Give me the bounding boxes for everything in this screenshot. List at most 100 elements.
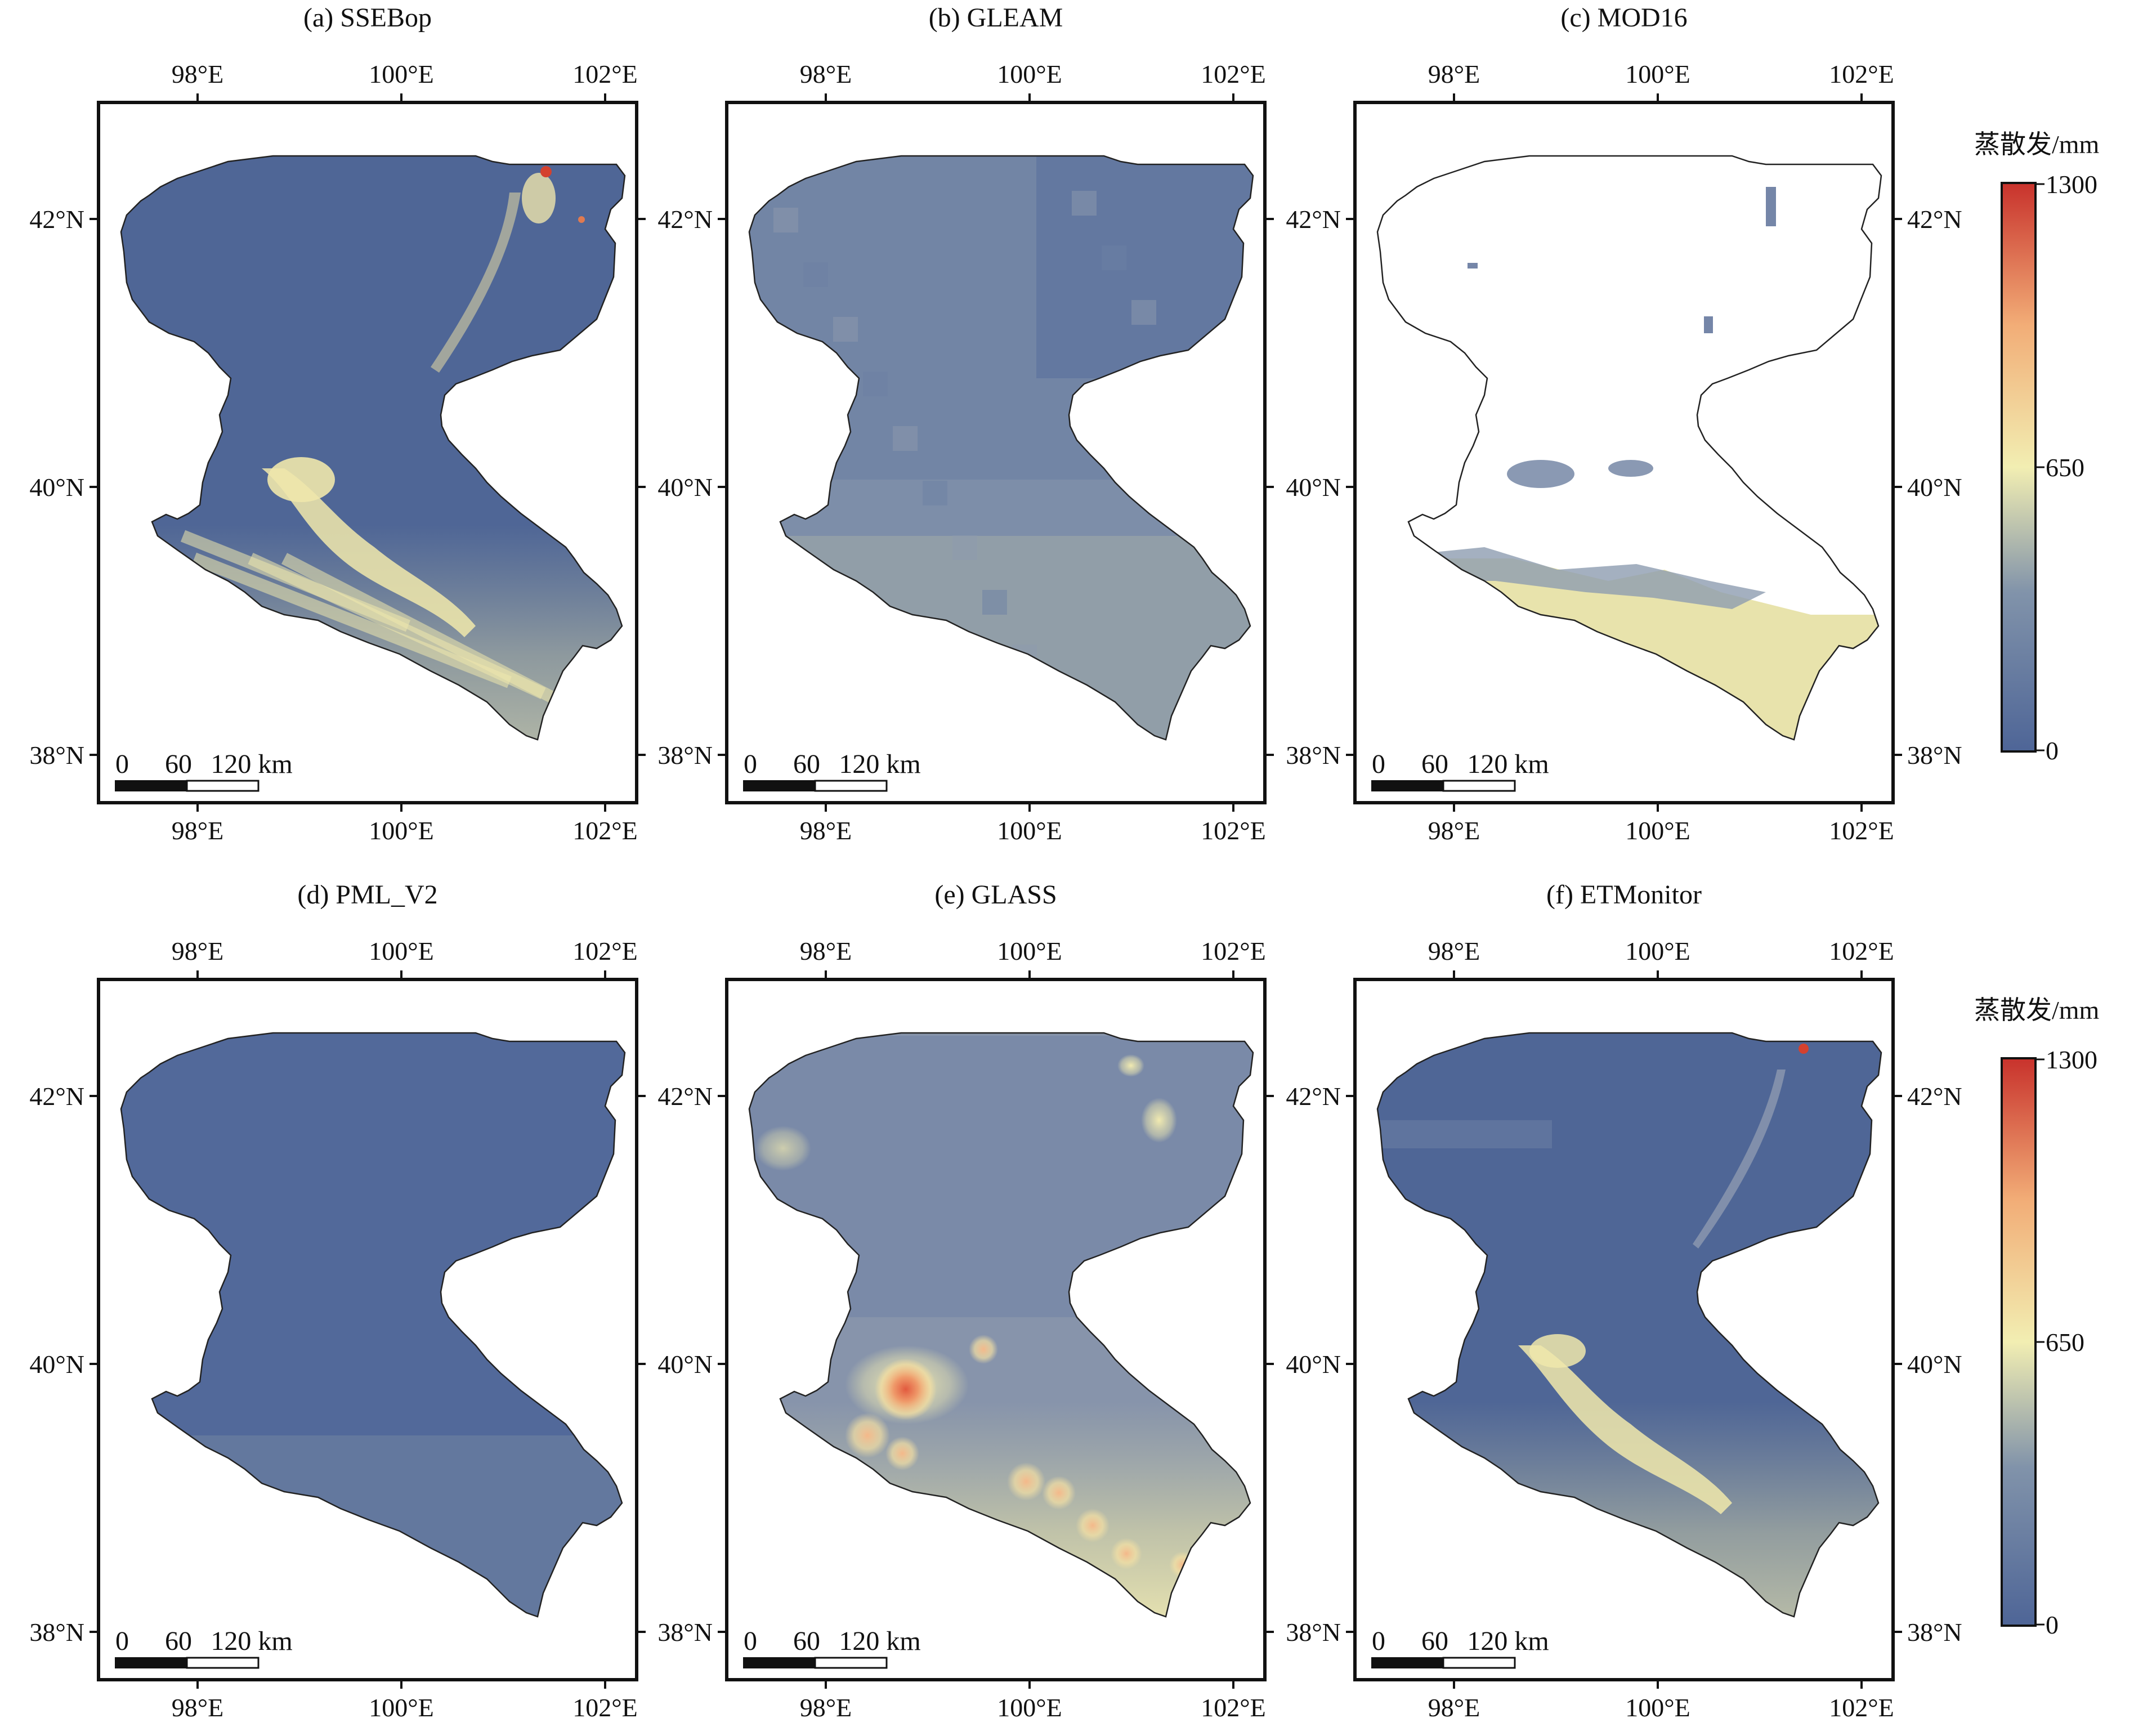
lat-tick-label: 42°N	[1286, 1082, 1341, 1111]
lon-tick-label: 100°E	[369, 816, 434, 845]
colorbar-min-label: 0	[2046, 736, 2059, 765]
scalebar: 0 60 120 km	[743, 749, 921, 792]
map-panel-e: (e) GLASS 98°E 98°E 100°E 100°E 102°E 102°E 42°…	[657, 880, 1274, 1722]
panel-title: (a) SSEBop	[303, 3, 432, 33]
lon-tick-label: 100°E	[1625, 60, 1690, 88]
lat-tick-label: 38°N	[1907, 741, 1962, 769]
colorbar-gradient	[2001, 182, 2037, 753]
lon-tick-label: 100°E	[997, 816, 1062, 845]
scalebar-label: 60	[793, 1626, 820, 1656]
lon-tick-label: 102°E	[1201, 1693, 1266, 1722]
lat-tick-label: 40°N	[657, 1350, 713, 1379]
scalebar: 0 60 120 km	[115, 1626, 293, 1669]
scalebar: 0 60 120 km	[1371, 1626, 1549, 1669]
lat-tick-label: 38°N	[1286, 1618, 1341, 1646]
scalebar-label: 0	[115, 1626, 129, 1656]
lon-tick-label: 98°E	[800, 60, 852, 88]
lon-tick-label: 102°E	[1829, 816, 1894, 845]
map-panel-c: (c) MOD16 98°E 98°E 100°E 100°E 102°E 102°E 42°…	[1286, 3, 1962, 845]
colorbar-mid-label: 650	[2046, 453, 2084, 482]
scalebar-label: 120 km	[1467, 749, 1549, 779]
lat-tick-label: 42°N	[1286, 205, 1341, 234]
colorbar-title: 蒸散发/mm	[1974, 996, 2100, 1024]
lat-tick-label: 42°N	[29, 205, 84, 234]
lon-tick-label: 100°E	[369, 60, 434, 88]
lon-tick-label: 98°E	[1428, 937, 1480, 965]
scalebar-label: 0	[744, 749, 757, 779]
lat-tick-label: 40°N	[1907, 1350, 1962, 1379]
colorbar-bottom: 蒸散发/mm 1300 650 0	[1974, 996, 2100, 1639]
lon-tick-label: 102°E	[1829, 1693, 1894, 1722]
colorbar-gradient	[2001, 1057, 2037, 1627]
lon-tick-label: 102°E	[1201, 60, 1266, 88]
lon-tick-label: 98°E	[800, 937, 852, 965]
map-panel-d: (d) PML_V2 98°E 98°E 100°E 100°E 102°E 102°E 42…	[29, 880, 646, 1722]
scalebar-label: 60	[1421, 1626, 1448, 1656]
lat-tick-label: 40°N	[29, 473, 84, 502]
lat-tick-label: 42°N	[657, 205, 713, 234]
lat-tick-label: 38°N	[657, 741, 713, 769]
scalebar: 0 60 120 km	[743, 1626, 921, 1669]
lon-tick-label: 102°E	[572, 1693, 638, 1722]
colorbar-max-label: 1300	[2046, 170, 2097, 199]
lon-tick-label: 102°E	[572, 60, 638, 88]
colorbar-top: 蒸散发/mm 1300 650 0	[1974, 130, 2100, 765]
scalebar-label: 0	[1372, 1626, 1385, 1656]
colorbar-mid-label: 650	[2046, 1328, 2084, 1357]
scalebar: 0 60 120 km	[115, 749, 293, 792]
lon-tick-label: 100°E	[369, 937, 434, 965]
scalebar-label: 120 km	[839, 749, 920, 779]
scalebar-label: 60	[165, 749, 192, 779]
panel-title: (c) MOD16	[1560, 3, 1687, 33]
lon-tick-label: 100°E	[1625, 1693, 1690, 1722]
panel-title: (d) PML_V2	[297, 880, 437, 910]
lat-tick-label: 40°N	[657, 473, 713, 502]
lat-tick-label: 40°N	[1907, 473, 1962, 502]
panel-title: (b) GLEAM	[929, 3, 1063, 33]
lon-tick-label: 100°E	[997, 60, 1062, 88]
lat-tick-label: 40°N	[29, 1350, 84, 1379]
map-panel-b: (b) GLEAM 98°E 98°E 100°E 100°E 102°E 102°E 42°…	[657, 3, 1274, 845]
scalebar-label: 120 km	[839, 1626, 920, 1656]
scalebar-label: 0	[1372, 749, 1385, 779]
panels: (a) SSEBop 98°E 98°E 100°E 100°E 102°E 102°E 42…	[29, 3, 1962, 1722]
lat-tick-label: 38°N	[29, 1618, 84, 1646]
colorbar-max-label: 1300	[2046, 1045, 2097, 1074]
scalebar-label: 120 km	[1467, 1626, 1549, 1656]
scalebar-label: 120 km	[211, 749, 292, 779]
lat-tick-label: 42°N	[1907, 1082, 1962, 1111]
lat-tick-label: 40°N	[1286, 1350, 1341, 1379]
lat-tick-label: 38°N	[657, 1618, 713, 1646]
map-panel-a: (a) SSEBop 98°E 98°E 100°E 100°E 102°E 102°E 42…	[29, 3, 646, 845]
lon-tick-label: 100°E	[997, 937, 1062, 965]
scalebar: 0 60 120 km	[1371, 749, 1549, 792]
map-panel-f: (f) ETMonitor 98°E 98°E 100°E 100°E 102°E 102°…	[1286, 880, 1962, 1722]
lat-tick-label: 42°N	[1907, 205, 1962, 234]
scalebar-label: 60	[1421, 749, 1448, 779]
lon-tick-label: 98°E	[1428, 60, 1480, 88]
lon-tick-label: 98°E	[1428, 1693, 1480, 1722]
lon-tick-label: 98°E	[172, 1693, 224, 1722]
lat-tick-label: 38°N	[1907, 1618, 1962, 1646]
lon-tick-label: 100°E	[997, 1693, 1062, 1722]
colorbar-min-label: 0	[2046, 1610, 2059, 1639]
lon-tick-label: 98°E	[172, 937, 224, 965]
scalebar-label: 60	[165, 1626, 192, 1656]
lon-tick-label: 100°E	[1625, 816, 1690, 845]
lon-tick-label: 100°E	[1625, 937, 1690, 965]
lon-tick-label: 98°E	[1428, 816, 1480, 845]
lon-tick-label: 98°E	[800, 816, 852, 845]
scalebar-label: 0	[115, 749, 129, 779]
lon-tick-label: 102°E	[1201, 937, 1266, 965]
lon-tick-label: 98°E	[172, 816, 224, 845]
lat-tick-label: 40°N	[1286, 473, 1341, 502]
lat-tick-label: 42°N	[29, 1082, 84, 1111]
lon-tick-label: 102°E	[572, 937, 638, 965]
scalebar-label: 0	[744, 1626, 757, 1656]
lon-tick-label: 98°E	[800, 1693, 852, 1722]
lat-tick-label: 38°N	[1286, 741, 1341, 769]
lon-tick-label: 102°E	[1829, 937, 1894, 965]
panel-title: (e) GLASS	[934, 880, 1057, 910]
lat-tick-label: 42°N	[657, 1082, 713, 1111]
